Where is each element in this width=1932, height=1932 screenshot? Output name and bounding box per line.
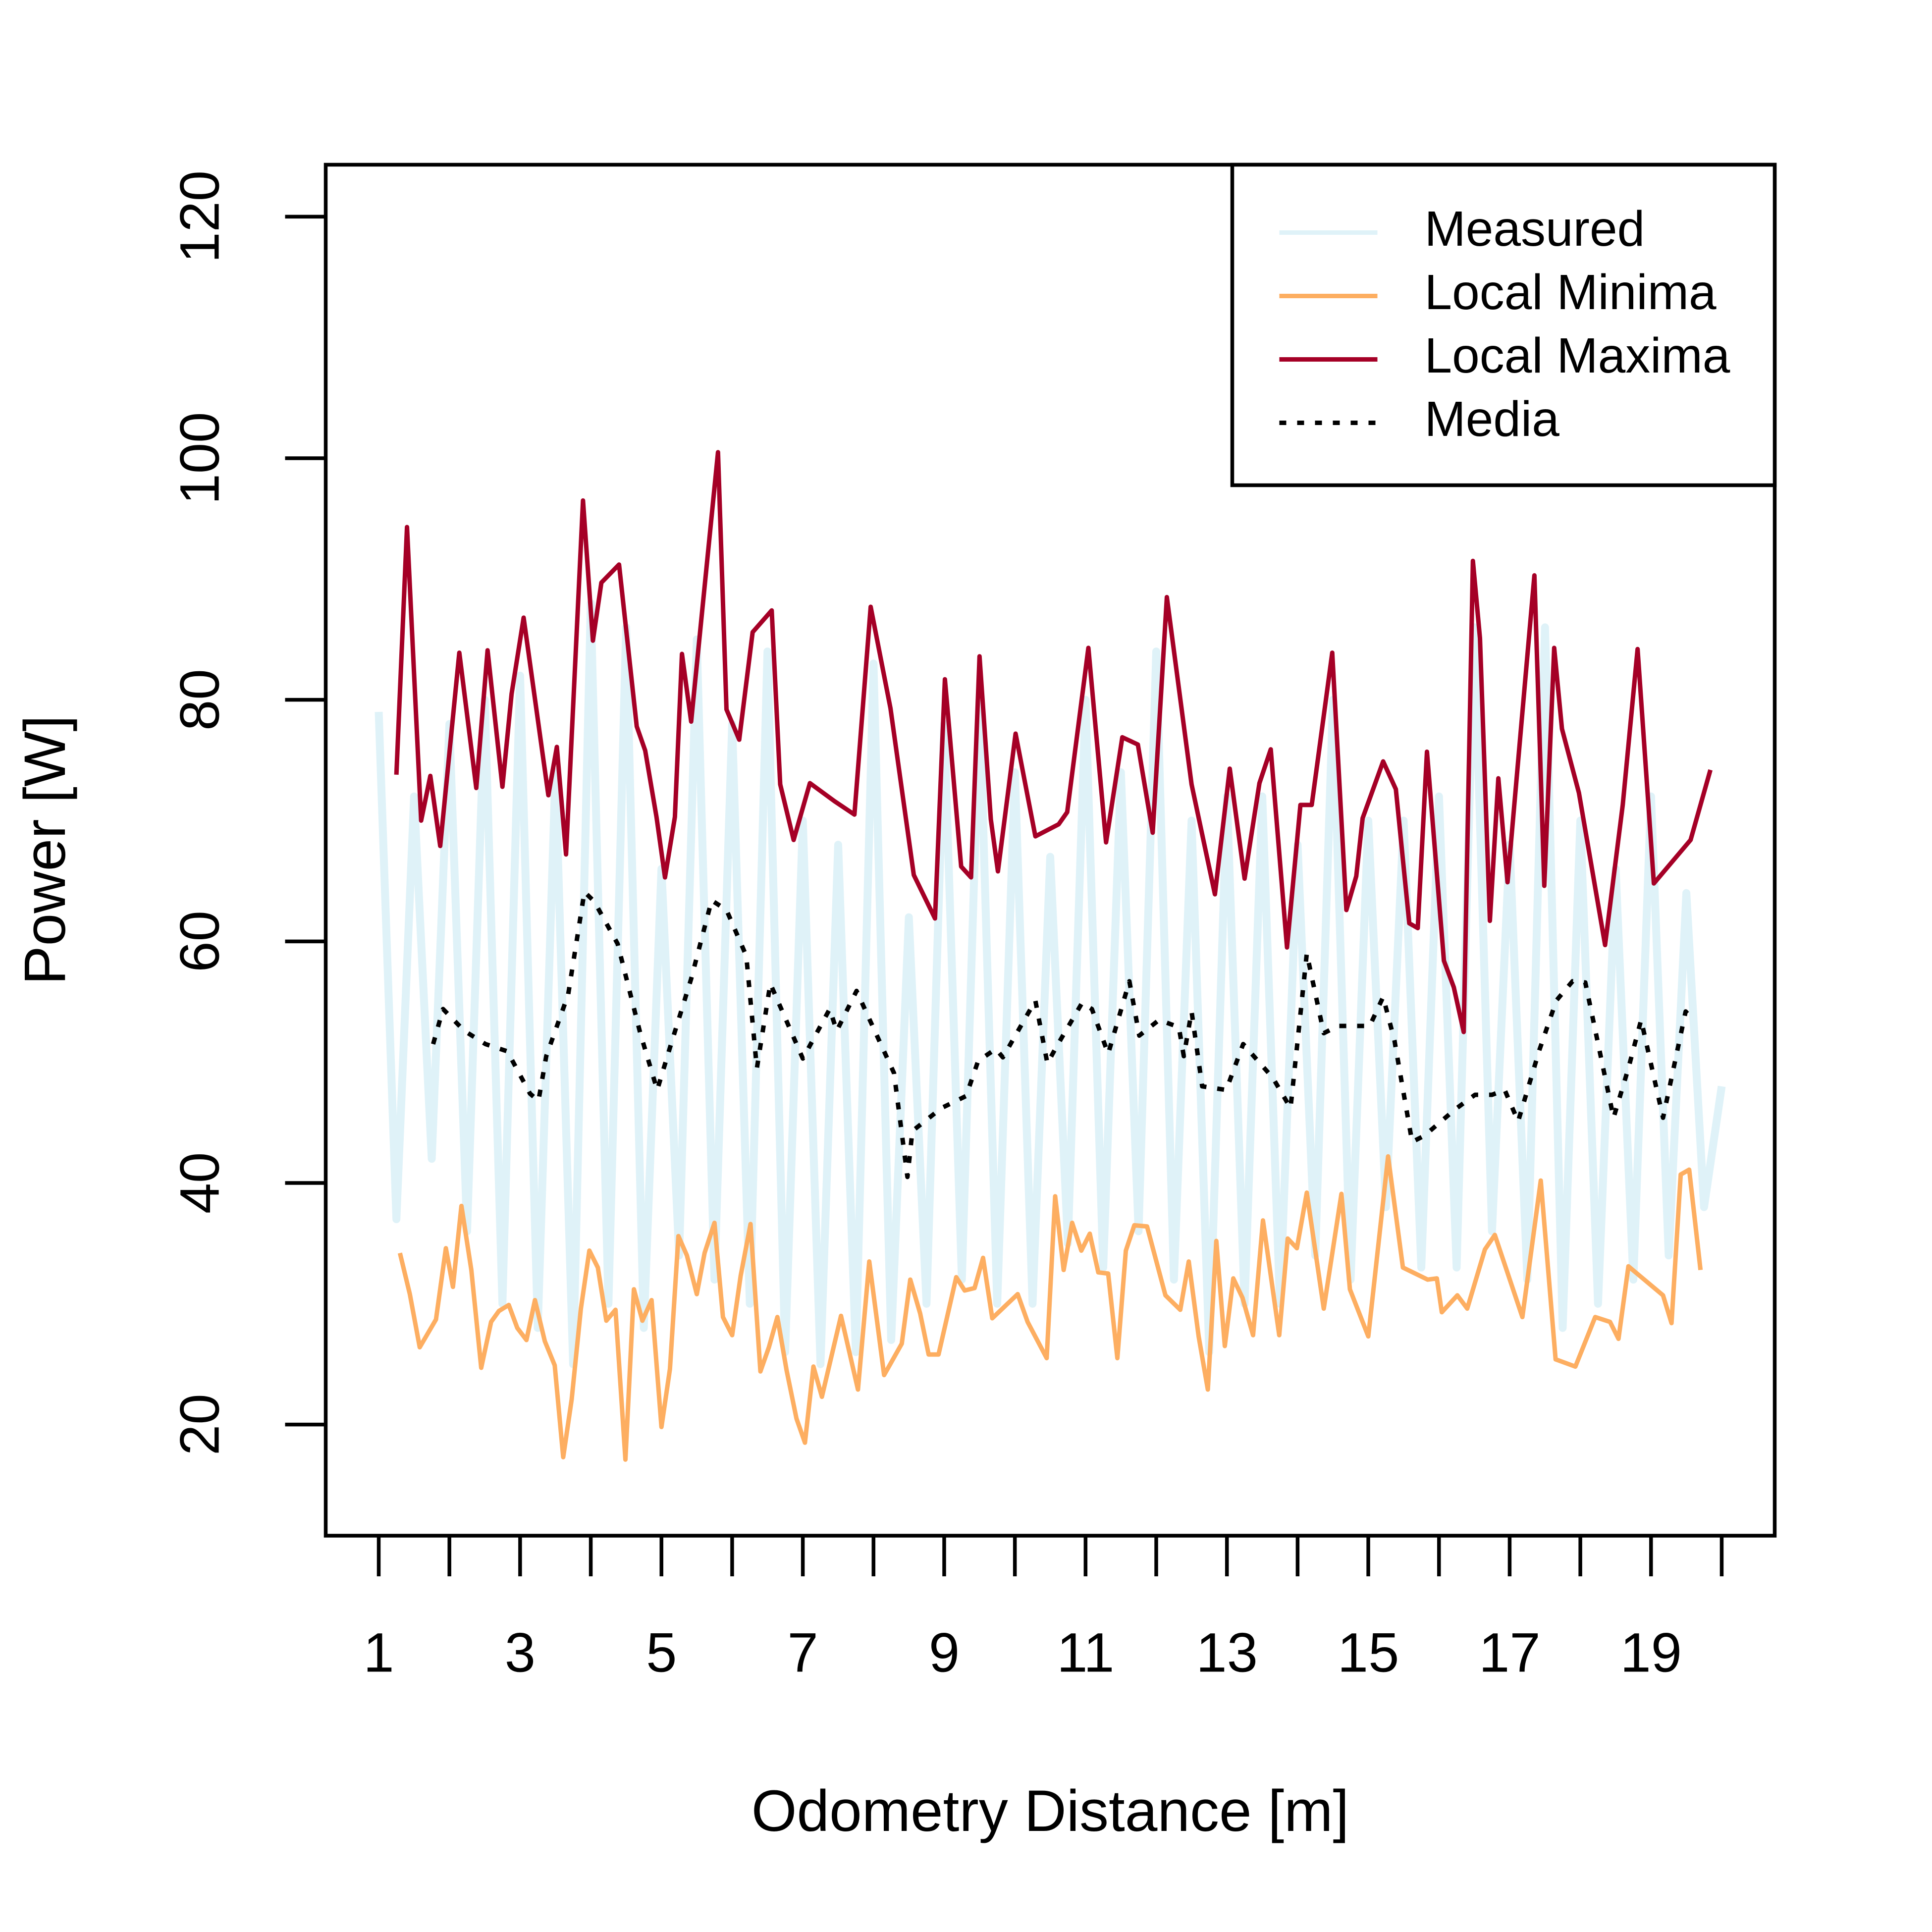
x-tick-label: 9: [929, 1622, 960, 1684]
x-tick-label: 1: [363, 1622, 394, 1684]
series-line: [397, 1154, 1703, 1462]
x-axis-label: Odometry Distance [m]: [751, 1778, 1349, 1844]
legend-label: Local Maxima: [1425, 328, 1730, 383]
y-axis-label: Power [W]: [12, 715, 78, 985]
legend-label: Measured: [1425, 201, 1645, 257]
series-line: [375, 599, 1726, 1368]
legend-label: Local Minima: [1425, 265, 1717, 320]
x-tick-label: 7: [787, 1622, 818, 1684]
plot-frame: [323, 162, 1777, 1538]
x-tick-label: 13: [1196, 1622, 1258, 1684]
legend-label: Media: [1425, 391, 1560, 447]
y-tick-label: 120: [169, 170, 231, 263]
x-tick-label: 3: [505, 1622, 536, 1684]
x-tick-label: 15: [1338, 1622, 1399, 1684]
legend-box: [1230, 162, 1777, 487]
series-line: [394, 450, 1713, 1034]
y-tick-label: 80: [169, 669, 231, 731]
y-tick-label: 20: [169, 1394, 231, 1455]
series-line: [431, 889, 1694, 1180]
y-tick-label: 100: [169, 412, 231, 505]
y-tick-label: 60: [169, 911, 231, 972]
x-tick-label: 19: [1620, 1622, 1682, 1684]
y-tick-label: 40: [169, 1152, 231, 1214]
x-tick-label: 17: [1479, 1622, 1541, 1684]
x-tick-label: 5: [646, 1622, 677, 1684]
x-tick-label: 11: [1057, 1622, 1114, 1684]
